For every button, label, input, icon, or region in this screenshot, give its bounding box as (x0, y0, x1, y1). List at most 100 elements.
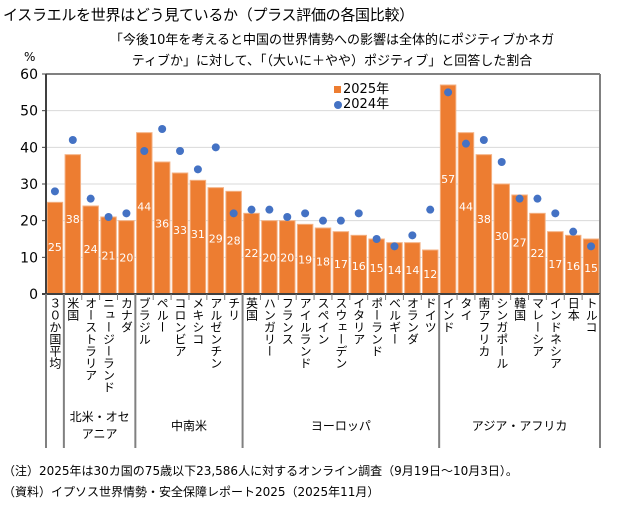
footnotes: （注）2025年は30カ国の75歳以下23,586人に対するオンライン調査（9月… (3, 461, 518, 503)
x-axis-category-label: オーストラリア (83, 297, 98, 381)
bar-data-label: 38 (66, 213, 80, 226)
bar-data-label: 19 (298, 254, 312, 267)
dot-2024 (104, 213, 113, 221)
bar-data-label: 14 (387, 264, 401, 277)
legend-item-2025: 2025年 (334, 82, 389, 97)
x-axis-category-label: ブラジル (137, 297, 152, 345)
dot-2024 (497, 158, 506, 166)
x-axis-category-label: アイルランド (298, 297, 313, 369)
dot-2024 (68, 136, 77, 144)
dot-2024 (408, 231, 417, 240)
dot-2024 (193, 165, 202, 174)
legend-label-2025: 2025年 (343, 82, 390, 97)
bar-data-label: 44 (459, 200, 473, 213)
dot-2024 (426, 205, 435, 214)
dot-2024 (461, 139, 470, 148)
dot-2024 (515, 194, 524, 203)
dot-2024 (354, 209, 363, 218)
bar-data-label: 20 (262, 251, 276, 264)
bar-data-label: 24 (84, 243, 98, 256)
subtitle-line-2: ティブか」に対して、「（大いに＋やや）ポジティブ」と回答した割合 (131, 54, 533, 69)
y-axis-unit: % (24, 50, 36, 64)
bar-data-label: 31 (191, 228, 205, 241)
x-axis-group-label: アジア・アフリカ (471, 418, 568, 433)
x-axis-category-label: マレーシア (530, 297, 545, 357)
bar-data-label: 27 (513, 237, 527, 250)
bar-data-label: 21 (102, 249, 116, 262)
bar-data-label: 16 (352, 260, 366, 273)
bar-data-label: 22 (245, 247, 259, 260)
bar-data-label: 57 (441, 173, 455, 186)
x-axis-category-label: チリ (226, 297, 241, 321)
y-tick-label: 40 (20, 140, 38, 156)
bar-data-label: 20 (280, 251, 294, 264)
bar-data-label: 36 (155, 217, 169, 230)
bar-data-label: 29 (209, 232, 223, 245)
bar-data-label: 17 (334, 258, 348, 271)
dot-2024 (50, 187, 59, 196)
y-tick-label: 30 (20, 177, 38, 193)
dot-2024 (122, 209, 131, 218)
survey-note: （注）2025年は30カ国の75歳以下23,586人に対するオンライン調査（9月… (3, 464, 518, 478)
dot-2024 (390, 242, 399, 251)
x-axis-category-label: ハンガリー (262, 297, 277, 357)
x-axis-category-label: ドイツ (423, 297, 438, 333)
dot-2024 (551, 209, 560, 218)
y-tick-label: 20 (20, 214, 38, 230)
y-tick-label: 10 (20, 250, 38, 266)
dot-2024 (140, 147, 149, 155)
x-axis-category-label: スウェーデン (333, 297, 348, 369)
dot-2024 (211, 143, 220, 152)
x-axis-category-label: メキシコ (190, 297, 205, 345)
dot-2024 (283, 213, 292, 221)
legend: 2025年 2024年 (334, 82, 389, 112)
x-axis-category-label: インドネシア (548, 297, 563, 369)
bar-data-label: 20 (119, 251, 133, 264)
dot-2024 (86, 194, 95, 203)
bar-data-label: 25 (48, 241, 62, 254)
bar-data-label: 18 (316, 256, 330, 269)
x-axis-category-label: 米国 (65, 297, 80, 321)
chart-subtitle: 「今後10年を考えると中国の世界情勢への影響は全体的にポジティブかネガ ティブか… (90, 30, 574, 72)
bar-data-label: 17 (548, 258, 562, 271)
dot-2024 (158, 125, 167, 133)
source-note: （資料）イプソス世界情勢・安全保障レポート2025（2025年11月） (3, 485, 380, 499)
dot-2024 (444, 88, 453, 97)
bar-2025 (439, 84, 457, 295)
dot-2024 (176, 147, 185, 155)
x-axis-category-label: アルゼンチン (208, 297, 223, 369)
x-axis-category-label: ベルギー (387, 297, 402, 345)
dot-2024 (533, 194, 542, 203)
bar-data-label: 28 (227, 234, 241, 247)
legend-item-2024: 2024年 (334, 97, 389, 112)
bar-data-label: 33 (173, 224, 187, 237)
y-tick-label: 60 (20, 67, 38, 83)
legend-swatch-square-icon (334, 86, 341, 93)
bar-data-label: 30 (495, 230, 509, 243)
bar-data-label: 14 (405, 264, 419, 277)
x-axis-group-label: ヨーロッパ (310, 418, 371, 433)
dot-2024 (319, 216, 327, 225)
x-axis-category-label: シンガポール (494, 297, 509, 369)
dot-2024 (247, 205, 256, 214)
x-axis-category-label: カナダ (119, 297, 134, 333)
x-axis-group-label: 北米・オセアニア (69, 410, 130, 441)
x-axis-category-label: コロンビア (173, 297, 188, 357)
bar-data-label: 15 (370, 262, 384, 275)
x-axis-category-label: ポーランド (369, 297, 384, 357)
bar-data-label: 12 (423, 268, 437, 281)
x-axis-category-label: ３０か国平均 (47, 297, 62, 369)
dot-2024 (569, 227, 578, 236)
subtitle-line-1: 「今後10年を考えると中国の世界情勢への影響は全体的にポジティブかネガ (109, 33, 555, 48)
legend-label-2024: 2024年 (343, 97, 390, 112)
legend-swatch-dot-icon (334, 100, 342, 109)
bar-data-label: 15 (584, 262, 598, 275)
bar-data-label: 16 (566, 260, 580, 273)
dot-2024 (336, 216, 345, 225)
y-tick-label: 50 (20, 104, 38, 120)
chart-title: イスラエルを世界はどう見ているか（プラス評価の各国比較） (3, 6, 414, 24)
x-axis-category-label: イタリア (351, 297, 366, 345)
x-axis-category-label: ニュージーランド (101, 297, 116, 393)
x-axis-category-label: 英国 (244, 297, 259, 321)
